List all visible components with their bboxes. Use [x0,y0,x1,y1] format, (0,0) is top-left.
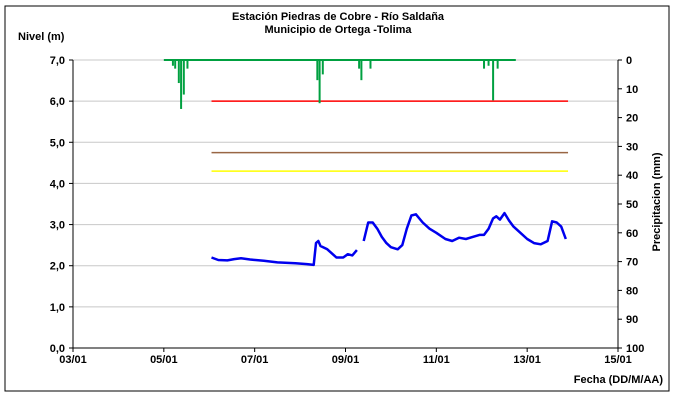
y-tick-label: 4,0 [50,178,65,190]
x-tick-label: 03/01 [59,354,87,366]
y2-tick-label: 70 [626,257,638,269]
y-tick-label: 0,0 [50,343,65,355]
y2-tick-label: 90 [626,314,638,326]
y2-tick-label: 40 [626,170,638,182]
x-axis-label: Fecha (DD/M/AA) [574,374,664,386]
y-tick-label: 7,0 [50,55,65,67]
chart-area-border [4,5,670,392]
y2-tick-label: 60 [626,228,638,240]
level-line-segment-1 [362,211,567,251]
level-line-segment-0 [211,239,358,267]
y2-tick-label: 50 [626,199,638,211]
x-tick-label: 13/01 [513,354,541,366]
y2-tick-label: 100 [626,343,644,355]
y-tick-label: 1,0 [50,302,65,314]
x-tick-label: 07/01 [241,354,269,366]
x-tick-label: 05/01 [150,354,178,366]
y2-tick-label: 80 [626,285,638,297]
x-tick-label: 11/01 [423,354,450,366]
y-axis-label: Nivel (m) [18,31,65,43]
x-tick-label: 09/01 [332,354,360,366]
y-tick-label: 3,0 [50,220,65,232]
y2-axis-label: Precipitacion (mm) [651,152,663,251]
y2-tick-label: 0 [626,55,632,67]
x-tick-label: 15/01 [604,354,632,366]
y-tick-label: 2,0 [50,261,65,273]
y-tick-label: 5,0 [50,137,65,149]
y2-tick-label: 20 [626,113,638,125]
chart-title: Estación Piedras de Cobre - Río Saldaña [232,11,445,23]
y-tick-label: 6,0 [50,96,65,108]
chart-subtitle: Municipio de Ortega -Tolima [264,24,412,36]
y2-tick-label: 10 [626,84,638,96]
y2-tick-label: 30 [626,141,638,153]
